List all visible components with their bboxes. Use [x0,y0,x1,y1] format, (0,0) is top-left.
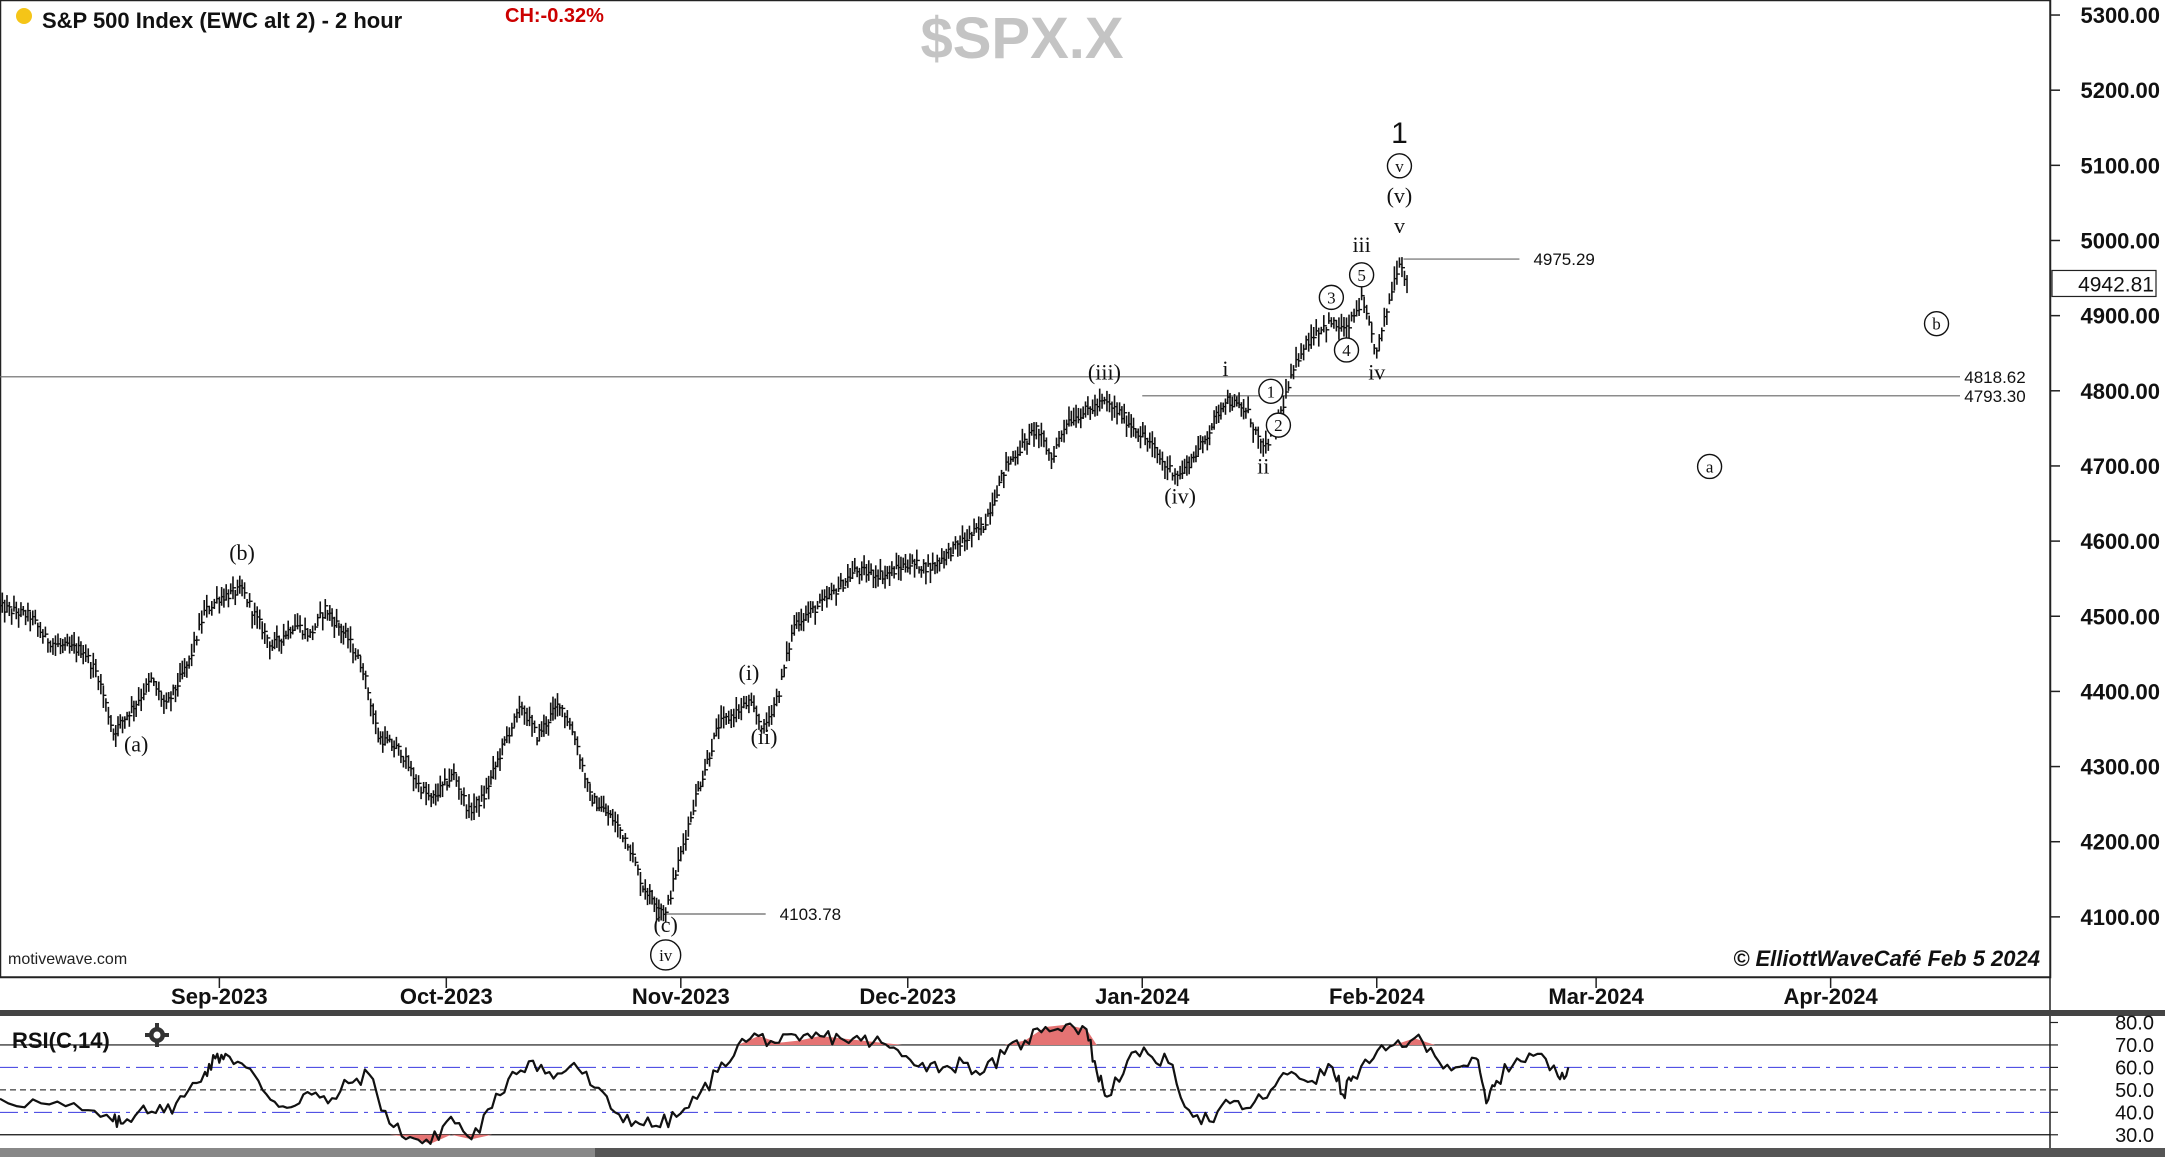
date-axis-label: Mar-2024 [1548,984,1644,1009]
wave-label: a [1706,457,1714,476]
last-price-label: 4942.81 [2078,273,2154,296]
site-watermark: motivewave.com [8,951,127,968]
price-panel-frame [0,0,2052,979]
price-axis-label: 4400.00 [2080,679,2160,704]
rsi-axis-label: 40.0 [2115,1102,2154,1124]
rsi-line [0,1022,1570,1145]
wave-label-circle [1923,310,1950,337]
change-value: CH:-0.32% [505,5,604,27]
wave-label: v [1395,157,1404,176]
price-axis-label: 5200.00 [2080,78,2160,103]
price-axis-label: 5100.00 [2080,153,2160,178]
rsi-overbought-fill [779,1040,800,1045]
wave-label: iv [1368,360,1385,385]
rsi-title: RSI(C,14) [12,1028,110,1053]
price-axis-label: 4300.00 [2080,755,2160,780]
wave-label: (c) [653,912,677,937]
wave-label-circle [1696,453,1723,480]
rsi-axis-label: 50.0 [2115,1080,2154,1102]
wave-label: (a) [124,732,148,757]
wave-label-circle [1318,284,1345,311]
rsi-overbought-fill [799,1035,820,1045]
date-axis-label: Apr-2024 [1784,984,1879,1009]
date-axis-label: Oct-2023 [400,984,493,1009]
wave-label: v [1394,213,1405,238]
wave-label: 1 [1267,382,1276,401]
chart-title: S&P 500 Index (EWC alt 2) - 2 hour [42,8,403,33]
wave-label: (iv) [1164,484,1196,509]
wave-label: b [1932,315,1941,334]
last-price-box [2051,269,2157,298]
wave-label: i [1222,356,1228,381]
rsi-axis-label: 80.0 [2115,1012,2154,1034]
wave-label: ii [1257,453,1269,478]
wave-label: 2 [1274,416,1283,435]
price-axis-label: 4200.00 [2080,830,2160,855]
price-level-label: 4103.78 [780,905,841,924]
copyright-note: © ElliottWaveCafé Feb 5 2024 [1733,946,2040,971]
wave-label-circle [649,939,682,971]
wave-label: 5 [1357,266,1366,285]
date-axis-label: Feb-2024 [1329,984,1425,1009]
bottom-scrollbar[interactable] [0,1148,2165,1157]
wave-label-circle [1348,262,1375,288]
rsi-oversold-fill [389,1134,410,1138]
wave-label-circle [1265,412,1292,438]
price-axis-label: 4500.00 [2080,604,2160,629]
wave-label-circle [1333,337,1360,363]
rsi-oversold-fill [471,1134,492,1140]
wave-label: (v) [1387,183,1413,208]
price-axis-label: 5300.00 [2080,3,2160,28]
wave-label: (i) [739,660,760,685]
bottom-scrollbar-thumb[interactable] [0,1148,595,1157]
price-axis-label: 4700.00 [2080,454,2160,479]
date-axis-label: Nov-2023 [632,984,730,1009]
wave-label-circle [1386,153,1413,179]
wave-label: (ii) [751,724,778,749]
price-axis-label: 4800.00 [2080,379,2160,404]
wave-label: (b) [229,540,255,565]
rsi-axis-label: 60.0 [2115,1057,2154,1079]
price-axis-label: 4100.00 [2080,905,2160,930]
price-axis-label: 5000.00 [2080,228,2160,253]
wave-label: (iii) [1088,360,1121,385]
price-level-label: 4975.29 [1533,250,1594,269]
wave-label: iii [1352,232,1370,257]
date-axis-label: Jan-2024 [1095,984,1190,1009]
wave-label: 1 [1391,117,1408,150]
rsi-oversold-fill [430,1134,451,1144]
price-level-label: 4793.30 [1964,387,2025,406]
price-axis-label: 4900.00 [2080,304,2160,329]
wave-label-circle [1258,378,1284,405]
rsi-axis-label: 70.0 [2115,1035,2154,1057]
wave-label: 4 [1342,341,1351,360]
date-axis-label: Sep-2023 [171,984,268,1009]
price-level-label: 4818.62 [1964,368,2025,387]
status-dot [16,8,32,24]
wave-label: iv [659,946,673,965]
wave-label: 3 [1327,288,1336,307]
settings-gear-icon[interactable] [145,1023,169,1047]
rsi-overbought-fill [861,1040,882,1045]
rsi-overbought-fill [1414,1038,1435,1045]
price-axis-label: 4600.00 [2080,529,2160,554]
date-axis-label: Dec-2023 [859,984,956,1009]
symbol-watermark: $SPX.X [920,6,1123,71]
panel-separator[interactable] [0,1010,2165,1016]
rsi-axis-label: 30.0 [2115,1125,2154,1147]
